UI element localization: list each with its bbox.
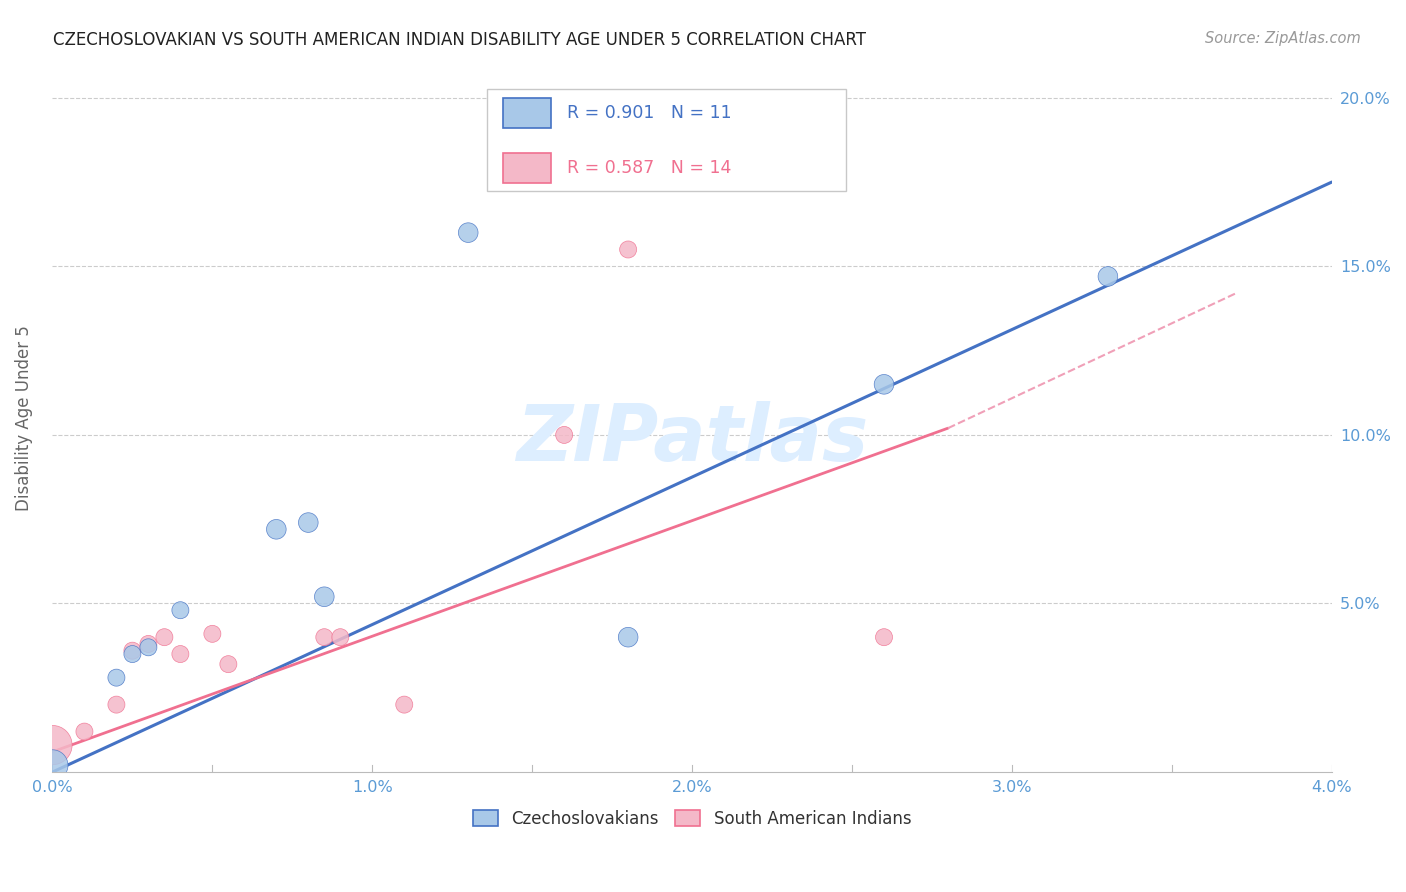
Point bbox=[138, 640, 160, 655]
Point bbox=[873, 377, 896, 392]
Point bbox=[41, 738, 63, 752]
Point bbox=[121, 643, 143, 657]
Point bbox=[553, 428, 575, 442]
Point bbox=[217, 657, 239, 672]
Point bbox=[1097, 269, 1119, 284]
Point bbox=[314, 590, 336, 604]
Point bbox=[329, 630, 352, 644]
Text: R = 0.901   N = 11: R = 0.901 N = 11 bbox=[567, 103, 731, 122]
FancyBboxPatch shape bbox=[503, 98, 551, 128]
Text: CZECHOSLOVAKIAN VS SOUTH AMERICAN INDIAN DISABILITY AGE UNDER 5 CORRELATION CHAR: CZECHOSLOVAKIAN VS SOUTH AMERICAN INDIAN… bbox=[53, 31, 866, 49]
Text: Source: ZipAtlas.com: Source: ZipAtlas.com bbox=[1205, 31, 1361, 46]
Point bbox=[121, 647, 143, 661]
Point bbox=[394, 698, 416, 712]
Point bbox=[138, 637, 160, 651]
Point bbox=[41, 758, 63, 772]
Point bbox=[266, 522, 288, 536]
Text: R = 0.587   N = 14: R = 0.587 N = 14 bbox=[567, 159, 731, 178]
Point bbox=[297, 516, 319, 530]
Point bbox=[169, 647, 191, 661]
Point bbox=[314, 630, 336, 644]
Point bbox=[617, 630, 640, 644]
Y-axis label: Disability Age Under 5: Disability Age Under 5 bbox=[15, 325, 32, 511]
Legend: Czechoslovakians, South American Indians: Czechoslovakians, South American Indians bbox=[467, 803, 918, 835]
Point bbox=[201, 627, 224, 641]
Point bbox=[105, 698, 128, 712]
Point bbox=[105, 671, 128, 685]
Text: ZIPatlas: ZIPatlas bbox=[516, 401, 869, 477]
Point bbox=[457, 226, 479, 240]
Point bbox=[617, 243, 640, 257]
FancyBboxPatch shape bbox=[488, 89, 845, 192]
FancyBboxPatch shape bbox=[503, 153, 551, 183]
Point bbox=[73, 724, 96, 739]
Point bbox=[873, 630, 896, 644]
Point bbox=[169, 603, 191, 617]
Point bbox=[153, 630, 176, 644]
